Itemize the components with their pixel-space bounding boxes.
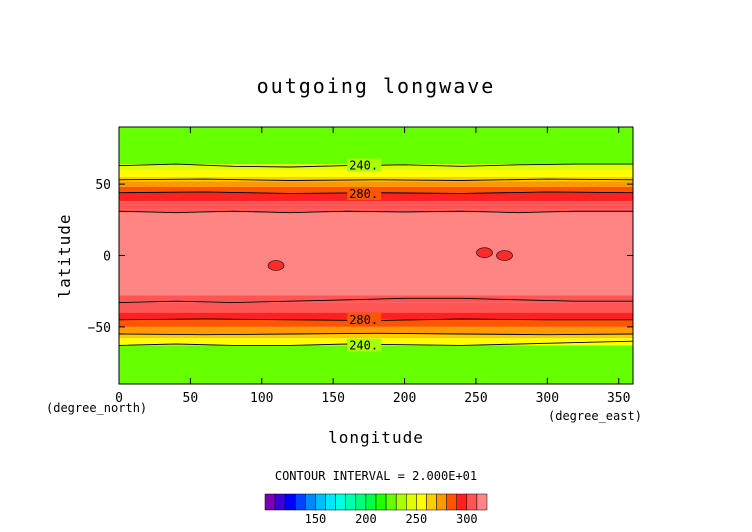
- colorbar-cell: [456, 493, 468, 511]
- low-value-patch: [316, 226, 345, 236]
- contour-label: 240.: [349, 338, 378, 352]
- contour-line: [118, 178, 634, 181]
- colorbar-cell: [335, 493, 346, 511]
- y-tick-label: 50: [95, 178, 111, 193]
- heatmap-band: [119, 345, 633, 384]
- colorbar: [264, 493, 488, 511]
- contour-interval-text: CONTOUR INTERVAL = 2.000E+01: [275, 469, 477, 483]
- y-axis-ticks: −50 0 50: [88, 178, 633, 336]
- x-axis-label: longitude: [328, 428, 424, 447]
- colorbar-cell: [375, 493, 387, 511]
- x-tick-label: 300: [536, 391, 559, 406]
- low-value-patch: [361, 268, 448, 277]
- colorbar-cell: [426, 493, 437, 511]
- contour-label: 280.: [349, 187, 378, 201]
- heatmap-band: [119, 302, 633, 313]
- contour-label-bg: [347, 312, 382, 326]
- colorbar-cell: [466, 493, 478, 511]
- colorbar-labels: 150 200 250 300: [305, 512, 478, 526]
- colorbar-cell: [476, 493, 488, 511]
- heatmap-band: [119, 212, 633, 296]
- x-tick-label: 350: [607, 391, 630, 406]
- y-tick-label: 0: [103, 250, 111, 265]
- colorbar-cell: [345, 493, 357, 511]
- contour-line: [118, 297, 633, 304]
- x-axis-ticks: 0 50 100 150 200 250 300 350: [115, 127, 630, 406]
- colorbar-cell: [264, 493, 276, 511]
- heatmap-band: [119, 169, 633, 177]
- x-tick-label: 50: [183, 391, 199, 406]
- low-value-patch: [137, 235, 158, 242]
- heatmap-band: [119, 176, 633, 182]
- colorbar-tick-label: 200: [355, 512, 377, 526]
- contour-line: [118, 332, 634, 336]
- colorbar-cell: [295, 493, 306, 511]
- x-tick-label: 100: [250, 391, 273, 406]
- contour-label-bg: [347, 338, 382, 352]
- colorbar-cell: [284, 493, 296, 511]
- heatmap-band: [119, 127, 633, 165]
- x-tick-label: 250: [464, 391, 487, 406]
- colorbar-cell: [305, 493, 316, 511]
- contour-line: [118, 210, 633, 214]
- y-axis-unit: (degree_north): [46, 401, 147, 415]
- y-tick-label: −50: [88, 321, 111, 336]
- colorbar-cell: [365, 493, 377, 511]
- colorbar-cell: [385, 493, 397, 511]
- colorbar-tick-label: 150: [305, 512, 327, 526]
- chart-title: outgoing longwave: [257, 74, 496, 98]
- colorbar-cell: [416, 493, 427, 511]
- colorbar-cell: [406, 493, 417, 511]
- colorbar-cell: [325, 493, 336, 511]
- low-value-patch: [260, 238, 278, 245]
- colorbar-cell: [446, 493, 457, 511]
- heatmap-band: [119, 181, 633, 187]
- heatmap-band: [119, 334, 633, 339]
- heatmap-band: [119, 201, 633, 210]
- x-axis-unit: (degree_east): [548, 409, 642, 423]
- y-axis-label: latitude: [55, 213, 74, 298]
- colorbar-cell: [355, 493, 367, 511]
- contour-label-bg: [347, 187, 382, 201]
- low-value-patch: [404, 229, 434, 239]
- x-tick-label: 150: [321, 391, 344, 406]
- maximum-region: [476, 247, 493, 258]
- colorbar-cell: [315, 493, 326, 511]
- colorbar-tick-label: 300: [456, 512, 478, 526]
- low-value-patch: [528, 269, 558, 276]
- colorbar-cell: [395, 493, 407, 511]
- x-tick-label: 0: [115, 391, 123, 406]
- low-value-patch: [124, 269, 142, 276]
- colorbar-tick-label: 250: [406, 512, 428, 526]
- colorbar-cell: [436, 493, 447, 511]
- colorbar-cell: [274, 493, 286, 511]
- maximum-region: [496, 250, 513, 261]
- x-tick-label: 200: [393, 391, 416, 406]
- heatmap-band: [119, 326, 633, 335]
- contour-label: 240.: [349, 159, 378, 173]
- contour-label-bg: [347, 158, 382, 172]
- low-value-patch: [231, 269, 249, 276]
- contour-label: 280.: [349, 313, 378, 327]
- maximum-region: [267, 260, 285, 271]
- low-value-patch: [120, 224, 132, 230]
- low-value-patch: [514, 231, 538, 237]
- contour-labels: 240. 280. 280. 240.: [347, 158, 382, 352]
